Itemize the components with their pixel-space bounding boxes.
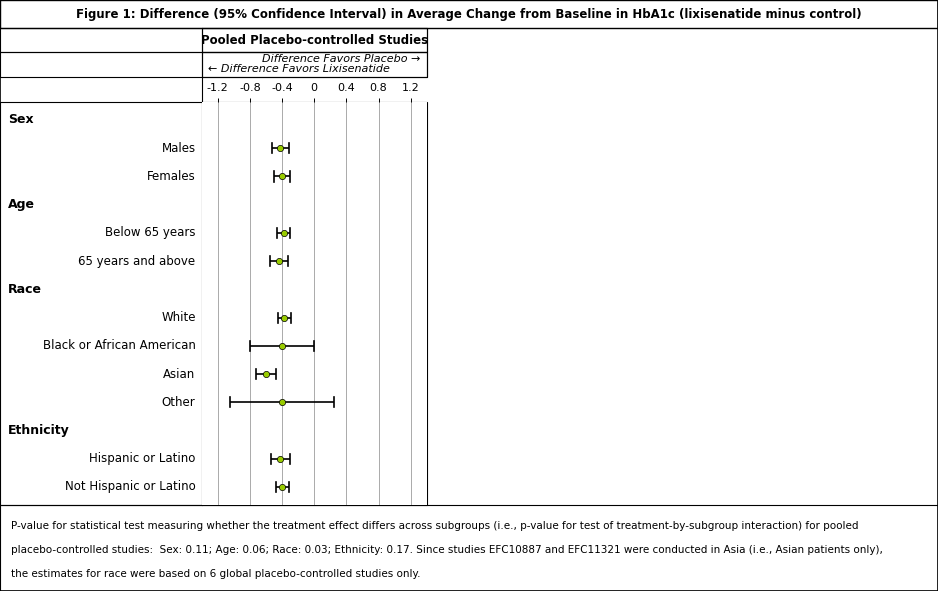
- Text: Difference Favors Placebo →: Difference Favors Placebo →: [262, 54, 420, 64]
- Text: White: White: [161, 311, 196, 324]
- Text: placebo-controlled studies:  Sex: 0.11; Age: 0.06; Race: 0.03; Ethnicity: 0.17. : placebo-controlled studies: Sex: 0.11; A…: [11, 545, 884, 555]
- Text: Hispanic or Latino: Hispanic or Latino: [89, 452, 196, 465]
- Text: Black or African American: Black or African American: [43, 339, 196, 352]
- Text: Asian: Asian: [163, 368, 196, 381]
- Text: ← Difference Favors Lixisenatide: ← Difference Favors Lixisenatide: [208, 64, 390, 74]
- Text: Females: Females: [147, 170, 196, 183]
- Text: P-value for statistical test measuring whether the treatment effect differs acro: P-value for statistical test measuring w…: [11, 521, 859, 531]
- Text: Pooled Placebo-controlled Studies: Pooled Placebo-controlled Studies: [201, 34, 428, 47]
- Text: Race: Race: [8, 283, 42, 296]
- Text: 65 years and above: 65 years and above: [79, 255, 196, 268]
- Text: Sex: Sex: [8, 113, 34, 126]
- Text: the estimates for race were based on 6 global placebo-controlled studies only.: the estimates for race were based on 6 g…: [11, 569, 421, 579]
- Text: Age: Age: [8, 198, 35, 211]
- Text: Males: Males: [161, 142, 196, 155]
- Text: Other: Other: [162, 396, 196, 409]
- Text: Not Hispanic or Latino: Not Hispanic or Latino: [65, 480, 196, 493]
- Text: Ethnicity: Ethnicity: [8, 424, 69, 437]
- Text: Figure 1: Difference (95% Confidence Interval) in Average Change from Baseline i: Figure 1: Difference (95% Confidence Int…: [76, 8, 862, 21]
- Text: Below 65 years: Below 65 years: [105, 226, 196, 239]
